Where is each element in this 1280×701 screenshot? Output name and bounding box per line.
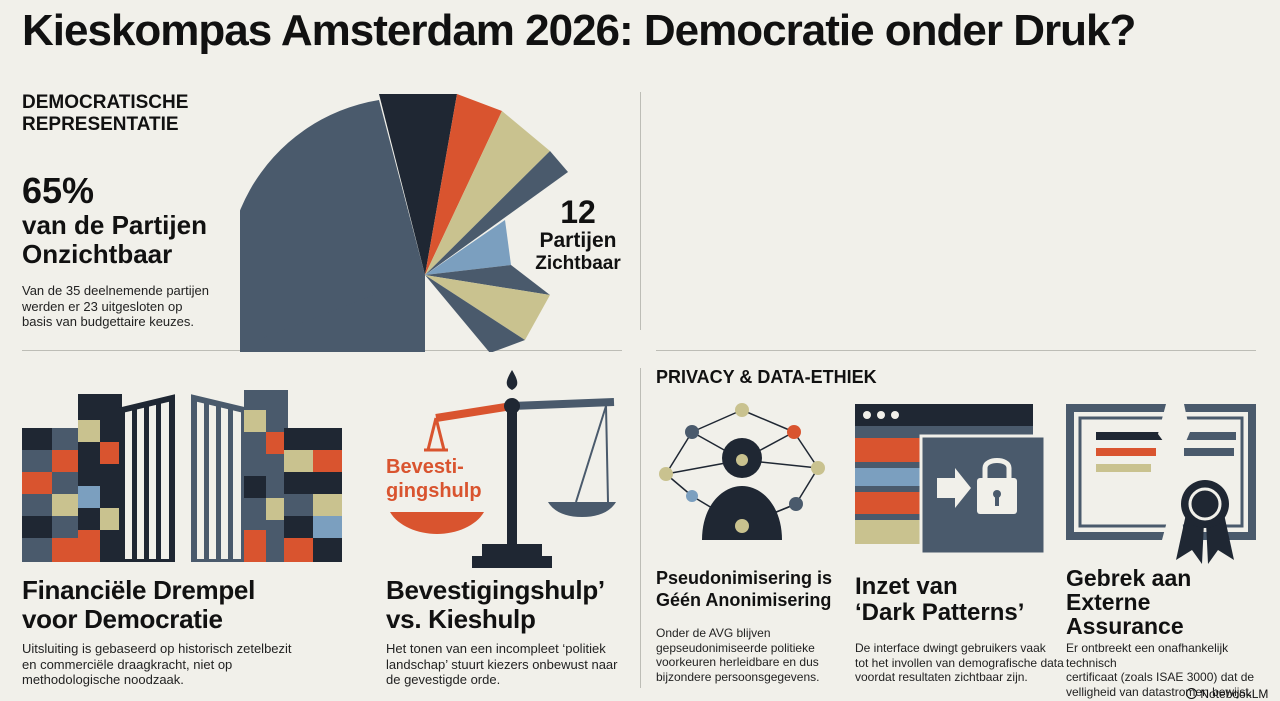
threshold-title: Financiële Drempel voor Democratie <box>22 576 255 634</box>
desc-line: de gevestigde orde. <box>386 672 501 687</box>
desc-line: landschap’ stuurt kiezers onbewust naar <box>386 656 618 672</box>
stat-label-line: Onzichtbaar <box>22 239 173 269</box>
right-gate <box>191 394 247 562</box>
card-title-line: Pseudonimisering is <box>656 568 833 588</box>
brand-label: NotebookLM <box>1200 687 1269 701</box>
scale-label-line: Bevesti- <box>386 456 464 478</box>
right-building <box>244 390 342 562</box>
card-title-line: Assurance <box>1066 613 1184 639</box>
balance-scale-icon <box>390 370 616 568</box>
right-horizontal-divider <box>656 350 1256 351</box>
network-person-icon <box>659 403 825 540</box>
desc-line: werden er 23 uitgesloten op <box>22 298 183 314</box>
pie-slice-invisible-lower <box>240 275 425 352</box>
threshold-title-line: Financiële Drempel <box>22 575 256 605</box>
desc-line: en commerciële draagkracht, niet op <box>22 656 233 672</box>
desc-line: Van de 35 deelnemende partijen <box>22 283 209 298</box>
pie-slice-khaki-lower <box>425 275 550 340</box>
card-2-description: De interface dwingt gebruikers vaak tot … <box>855 641 1064 685</box>
desc-line: bijzondere persoonsgegevens. <box>656 669 820 684</box>
stat-label-line: van de Partijen <box>22 210 207 240</box>
card-3-title: Gebrek aan Externe Assurance <box>1066 566 1191 638</box>
notebooklm-logo-icon <box>1186 688 1197 699</box>
card-1-title: Pseudonimisering is Géén Anonimisering <box>656 567 832 611</box>
card-title-line: ‘Dark Patterns’ <box>855 599 1025 626</box>
visible-count: 12 <box>560 194 596 230</box>
pie-slice-khaki <box>425 111 550 275</box>
desc-line: Het tonen van een incompleet ‘politiek <box>386 641 606 656</box>
section-title-representation: DEMOCRATISCHE REPRESENTATIE <box>22 92 188 136</box>
pie-slice-dark <box>379 94 457 275</box>
visible-label-line: Partijen <box>539 229 617 252</box>
card-2-title: Inzet van ‘Dark Patterns’ <box>855 574 1024 626</box>
desc-line: gepseudonimiseerde politieke <box>656 640 815 655</box>
pie-chart-illustration <box>240 94 568 352</box>
pie-slice-navy-lower <box>425 275 525 352</box>
pie-slice-blue <box>425 220 511 275</box>
desc-line: voordat resultaten zichtbaar zijn. <box>855 670 1028 684</box>
pie-slice-invisible <box>240 100 425 351</box>
desc-line: De interface dwingt gebruikers vaak <box>855 641 1046 655</box>
pie-slice-navy <box>425 151 568 275</box>
confirmation-title-line: vs. Kieshulp <box>386 604 536 634</box>
card-1-description: Onder de AVG blijven gepseudonimiseerde … <box>656 626 819 684</box>
threshold-description: Uitsluiting is gebaseerd op historisch z… <box>22 641 292 688</box>
desc-line: Er ontbreekt een onafhankelijk technisch <box>1066 641 1229 670</box>
section-title-privacy: PRIVACY & DATA-ETHIEK <box>656 367 877 387</box>
section-title-line: REPRESENTATIE <box>22 114 179 135</box>
confirmation-description: Het tonen van een incompleet ‘politiek l… <box>386 641 617 688</box>
desc-line: certificaat (zoals ISAE 3000) dat de <box>1066 670 1255 684</box>
confirmation-title-line: Bevestigingshulp’ <box>386 575 605 605</box>
left-building <box>22 394 122 562</box>
broken-certificate-icon <box>1066 404 1256 564</box>
stat-percentage: 65% <box>22 170 95 211</box>
section-title-line: DEMOCRATISCHE <box>22 92 189 113</box>
card-title-line: Inzet van <box>855 573 958 600</box>
buildings-gate-icon <box>22 390 342 562</box>
card-title-line: Gebrek aan <box>1066 565 1192 591</box>
desc-line: Uitsluiting is gebaseerd op historisch z… <box>22 641 292 656</box>
threshold-title-line: voor Democratie <box>22 604 223 634</box>
bottom-vertical-divider <box>640 368 641 688</box>
locked-window-icon <box>855 404 1047 554</box>
representation-description: Van de 35 deelnemende partijen werden er… <box>22 283 209 330</box>
stat-label: van de Partijen Onzichtbaar <box>22 211 207 269</box>
scale-label: Bevesti- gingshulp <box>386 455 482 503</box>
left-gate <box>119 394 175 562</box>
scale-label-line: gingshulp <box>386 480 482 502</box>
desc-line: Onder de AVG blijven <box>656 626 771 640</box>
confirmation-title: Bevestigingshulp’ vs. Kieshulp <box>386 576 605 634</box>
page-title: Kieskompas Amsterdam 2026: Democratie on… <box>22 6 1136 55</box>
card-3-description: Er ontbreekt een onafhankelijk technisch… <box>1066 641 1280 699</box>
top-vertical-divider <box>640 92 641 330</box>
desc-line: basis van budgettaire keuzes. <box>22 314 194 329</box>
card-title-line: Géén Anonimisering <box>656 590 832 610</box>
desc-line: voorkeuren herleidbare en dus <box>656 655 819 669</box>
desc-line: velligheid van datastromen bewijst. <box>1066 684 1253 699</box>
visible-label-line: Zichtbaar <box>535 253 621 274</box>
desc-line: tot het invollen van demografische data <box>855 655 1064 670</box>
desc-line: methodologische noodzaak. <box>22 672 184 687</box>
pie-slice-navy-small <box>425 265 550 295</box>
card-title-line: Externe <box>1066 589 1151 615</box>
pie-slice-orange <box>425 94 502 275</box>
footer-brand: NotebookLM <box>1186 688 1268 701</box>
visible-parties-label: 12 Partijen Zichtbaar <box>523 195 633 275</box>
